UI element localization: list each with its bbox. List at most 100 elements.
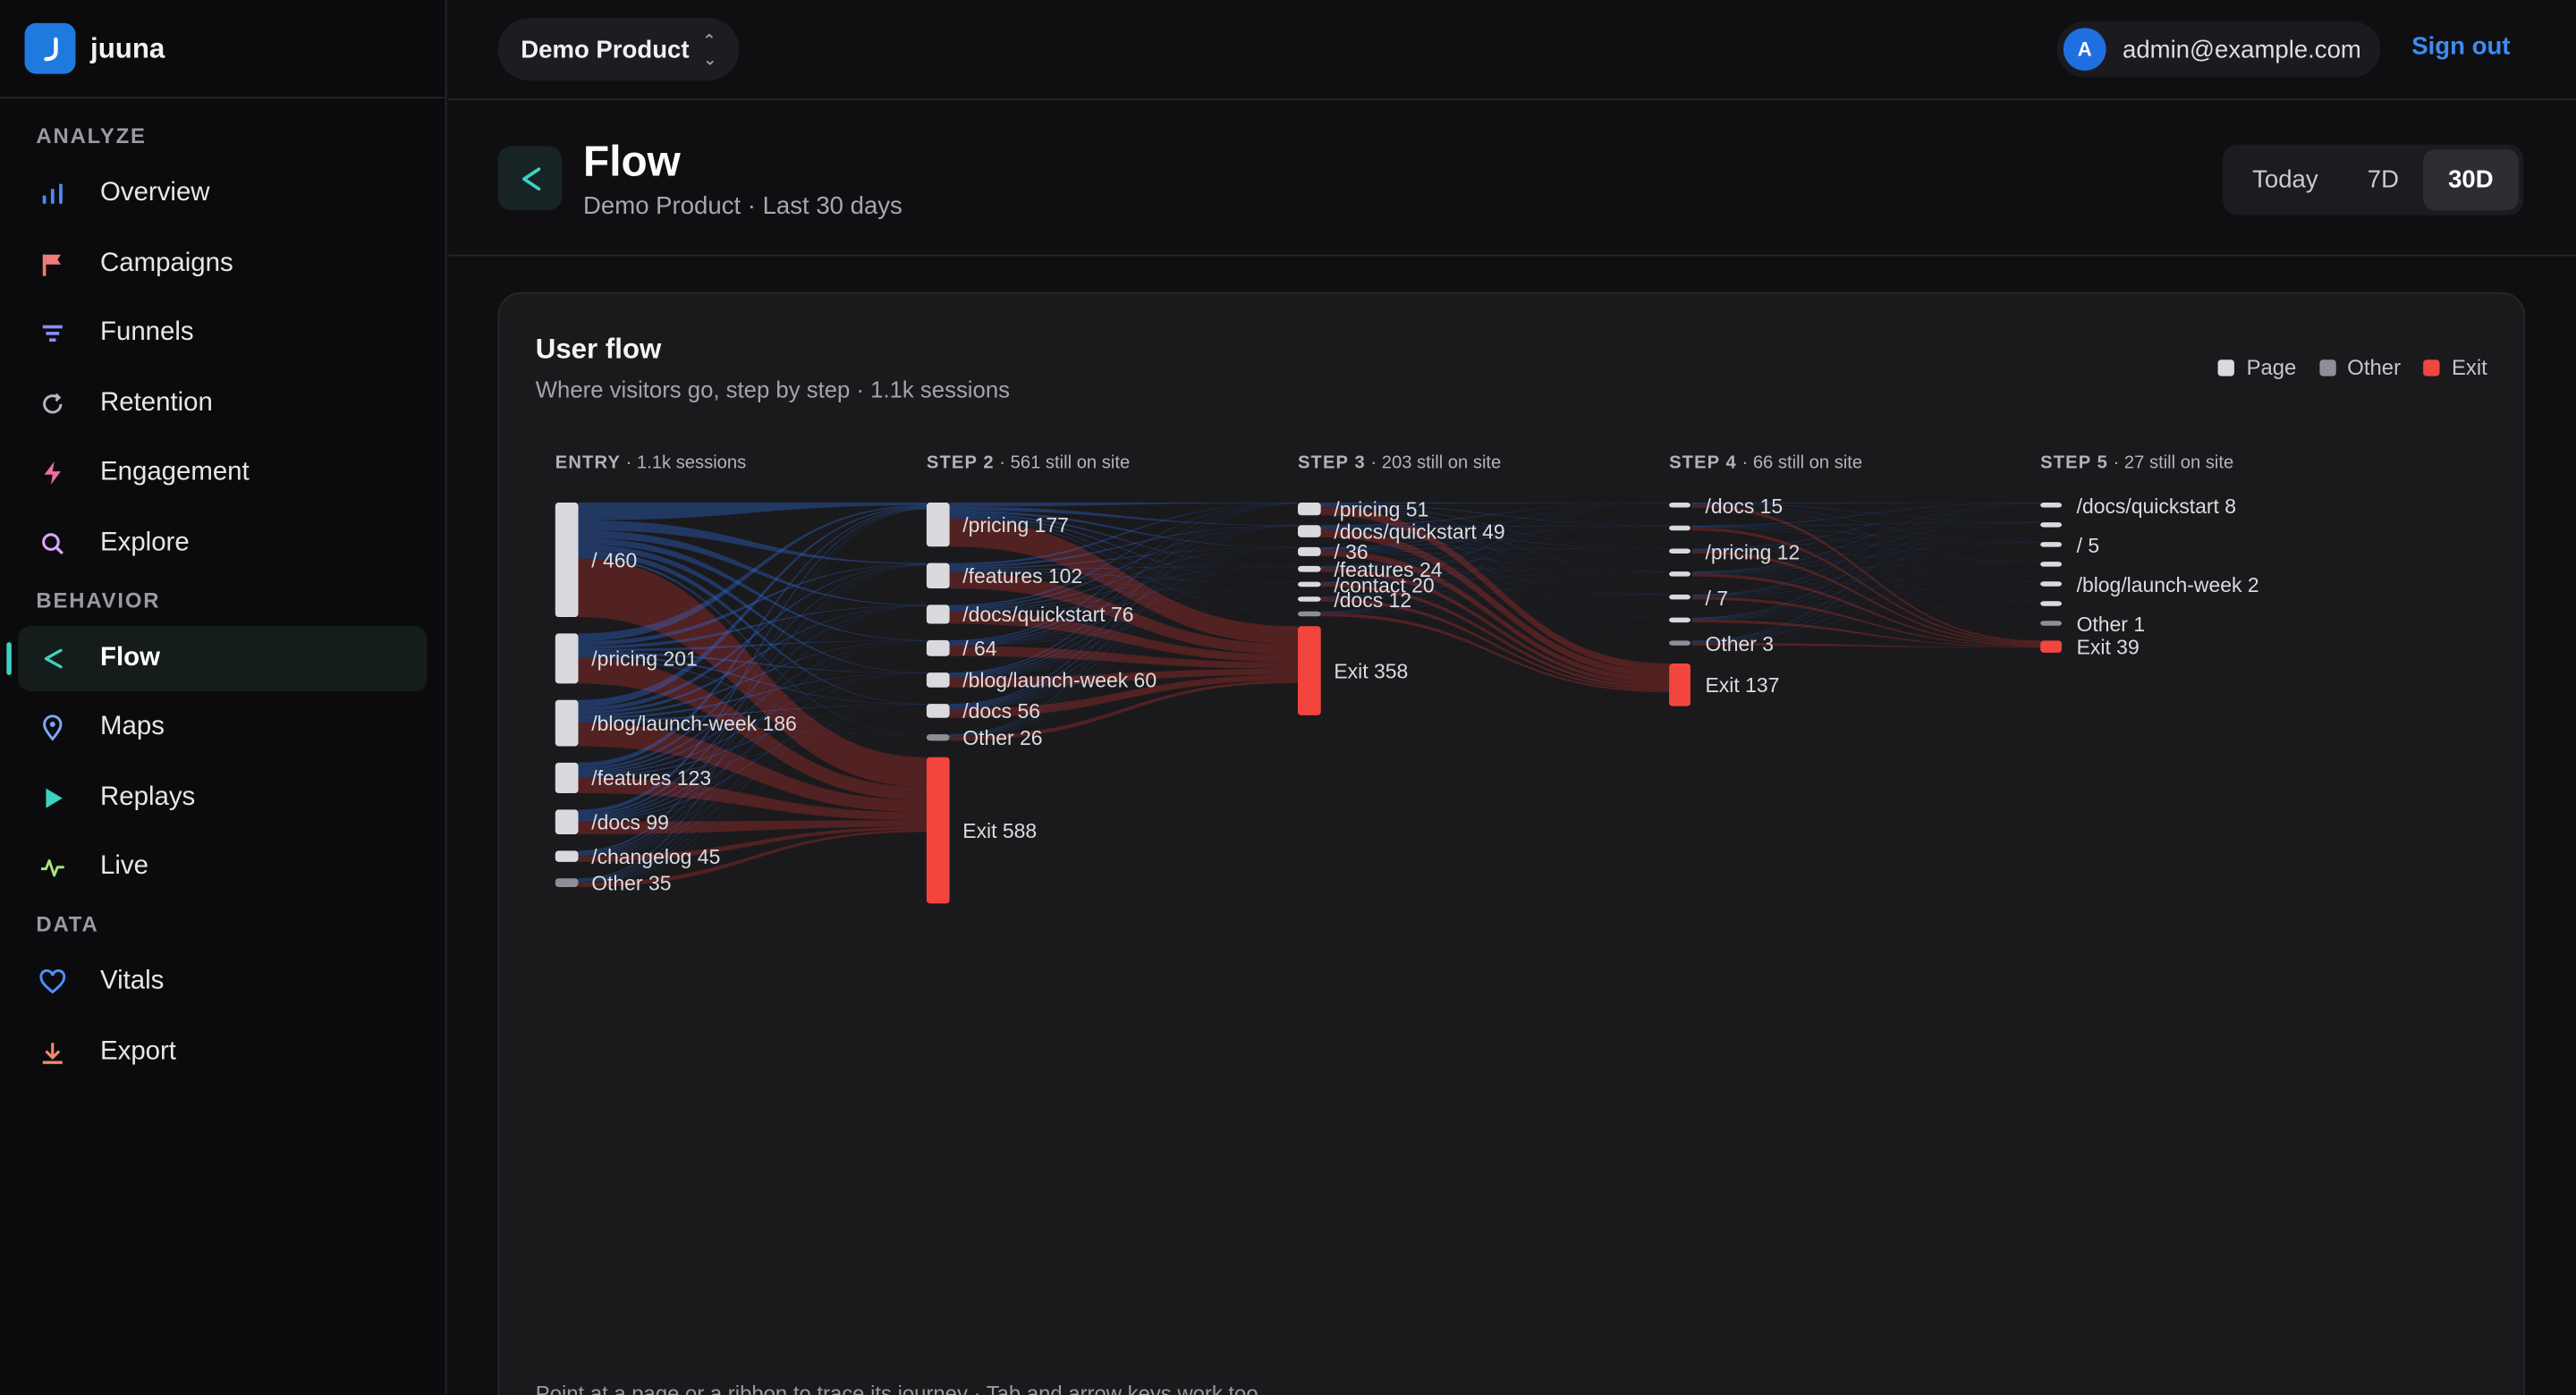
sankey-link[interactable] bbox=[949, 581, 1298, 612]
sankey-link[interactable] bbox=[1320, 571, 1670, 613]
sankey-link[interactable] bbox=[578, 654, 927, 705]
sankey-link[interactable] bbox=[578, 734, 927, 822]
sankey-link[interactable] bbox=[578, 605, 927, 882]
sankey-link[interactable] bbox=[949, 611, 1298, 709]
sankey-link[interactable] bbox=[1320, 583, 1670, 596]
sankey-link[interactable] bbox=[578, 605, 927, 817]
sankey-node-page[interactable] bbox=[555, 762, 579, 794]
sankey-link[interactable] bbox=[949, 596, 1298, 678]
sankey-link[interactable] bbox=[1691, 522, 2041, 642]
sankey-link[interactable] bbox=[1691, 562, 2041, 643]
sankey-node-page[interactable] bbox=[555, 503, 579, 618]
sankey-link[interactable] bbox=[1691, 621, 2041, 643]
sankey-node-page[interactable] bbox=[926, 639, 950, 656]
sankey-link[interactable] bbox=[949, 503, 1298, 674]
sankey-node-page[interactable] bbox=[1669, 617, 1690, 623]
sankey-link[interactable] bbox=[1320, 567, 1670, 596]
sankey-link[interactable] bbox=[1320, 613, 1670, 641]
sankey-node-page[interactable] bbox=[2040, 542, 2063, 547]
sankey-link[interactable] bbox=[1691, 503, 2041, 523]
sankey-node-other[interactable] bbox=[1297, 611, 1321, 617]
sankey-link[interactable] bbox=[1320, 528, 1670, 678]
sankey-link[interactable] bbox=[949, 512, 1298, 567]
sankey-node-page[interactable] bbox=[926, 562, 950, 589]
sankey-node-page[interactable] bbox=[1297, 596, 1321, 602]
sankey-link[interactable] bbox=[1320, 503, 1670, 613]
sankey-link[interactable] bbox=[578, 520, 927, 564]
sankey-link[interactable] bbox=[949, 526, 1298, 706]
sankey-link[interactable] bbox=[1691, 542, 2041, 620]
sankey-node-other[interactable] bbox=[555, 878, 579, 887]
sankey-link[interactable] bbox=[949, 612, 1298, 663]
sankey-link[interactable] bbox=[1691, 601, 2041, 643]
sankey-node-page[interactable] bbox=[1669, 571, 1690, 577]
sankey-link[interactable] bbox=[1320, 548, 1670, 549]
sankey-link[interactable] bbox=[1691, 581, 2041, 596]
sankey-link[interactable] bbox=[949, 547, 1298, 610]
product-selector[interactable]: Demo Product ⌃ ⌃ bbox=[497, 18, 740, 80]
sankey-link[interactable] bbox=[578, 537, 927, 641]
sankey-link[interactable] bbox=[578, 530, 927, 605]
sankey-link[interactable] bbox=[1691, 596, 2041, 602]
sankey-link[interactable] bbox=[949, 674, 1298, 718]
sankey-link[interactable] bbox=[949, 596, 1298, 647]
sankey-link[interactable] bbox=[949, 566, 1298, 611]
sankey-link[interactable] bbox=[1320, 503, 1670, 526]
sankey-link[interactable] bbox=[1320, 528, 1670, 641]
sankey-node-page[interactable] bbox=[1297, 525, 1321, 537]
sankey-link[interactable] bbox=[1691, 503, 2041, 641]
sankey-link[interactable] bbox=[1320, 548, 1670, 568]
sankey-link[interactable] bbox=[578, 640, 927, 882]
sankey-link[interactable] bbox=[949, 596, 1298, 612]
sankey-node-other[interactable] bbox=[926, 734, 950, 741]
sankey-link[interactable] bbox=[1320, 568, 1670, 687]
sankey-link[interactable] bbox=[1691, 503, 2041, 527]
sankey-node-page[interactable] bbox=[1669, 548, 1690, 554]
sankey-link[interactable] bbox=[949, 525, 1298, 568]
sidebar-item-vitals[interactable]: Vitals bbox=[18, 950, 427, 1015]
sankey-link[interactable] bbox=[1691, 522, 2041, 573]
sankey-link[interactable] bbox=[1691, 550, 2041, 646]
sankey-link[interactable] bbox=[578, 605, 927, 773]
sankey-link[interactable] bbox=[949, 566, 1298, 737]
sankey-node-page[interactable] bbox=[1669, 594, 1690, 600]
sankey-link[interactable] bbox=[578, 604, 927, 649]
sankey-link[interactable] bbox=[1691, 503, 2041, 572]
sankey-node-page[interactable] bbox=[2040, 503, 2063, 508]
sankey-link[interactable] bbox=[1320, 525, 1670, 549]
sankey-link[interactable] bbox=[949, 571, 1298, 655]
sankey-link[interactable] bbox=[1320, 506, 1670, 641]
sankey-link[interactable] bbox=[578, 565, 927, 881]
sankey-link[interactable] bbox=[578, 657, 927, 800]
sankey-link[interactable] bbox=[578, 704, 927, 822]
range-today-button[interactable]: Today bbox=[2252, 165, 2318, 194]
sankey-link[interactable] bbox=[578, 704, 927, 777]
sankey-link[interactable] bbox=[578, 734, 927, 883]
sankey-link[interactable] bbox=[949, 547, 1298, 736]
sankey-link[interactable] bbox=[1320, 528, 1670, 595]
sankey-node-page[interactable] bbox=[1297, 581, 1321, 588]
sankey-link[interactable] bbox=[578, 564, 927, 712]
sankey-link[interactable] bbox=[578, 564, 927, 854]
sankey-link[interactable] bbox=[1691, 562, 2041, 596]
sankey-link[interactable] bbox=[578, 550, 927, 705]
sankey-link[interactable] bbox=[578, 509, 927, 880]
sankey-link[interactable] bbox=[578, 672, 927, 856]
sankey-link[interactable] bbox=[949, 680, 1298, 741]
sankey-link[interactable] bbox=[949, 581, 1298, 709]
sankey-link[interactable] bbox=[1320, 527, 1670, 549]
sankey-link[interactable] bbox=[949, 525, 1298, 644]
sankey-link[interactable] bbox=[1320, 595, 1670, 613]
sankey-link[interactable] bbox=[949, 503, 1298, 566]
sankey-link[interactable] bbox=[1691, 503, 2041, 582]
sankey-link[interactable] bbox=[1320, 503, 1670, 527]
sankey-node-other[interactable] bbox=[2040, 621, 2063, 626]
sankey-link[interactable] bbox=[578, 656, 927, 735]
sankey-link[interactable] bbox=[578, 704, 927, 857]
sankey-link[interactable] bbox=[1691, 601, 2041, 620]
sidebar-item-live[interactable]: Live bbox=[18, 834, 427, 900]
sankey-link[interactable] bbox=[949, 611, 1298, 679]
sankey-link[interactable] bbox=[578, 605, 927, 855]
sankey-link[interactable] bbox=[1691, 562, 2041, 620]
sankey-link[interactable] bbox=[949, 581, 1298, 678]
